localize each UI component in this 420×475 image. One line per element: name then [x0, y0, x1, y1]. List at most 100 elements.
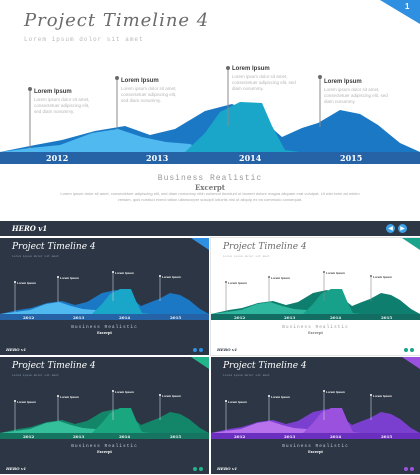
thumbnail-prev-icon [193, 467, 197, 471]
mountain-range-peak [303, 408, 361, 433]
mountain-range-front-left [211, 302, 313, 314]
annotation-heading: Lorem Ipsum [373, 394, 392, 398]
pin-dot-2 [115, 76, 119, 80]
thumbnail-section-title: Business Realistic [71, 444, 138, 449]
thumbnail-footer [211, 346, 420, 355]
annotation-heading: Lorem Ipsum [326, 271, 345, 275]
pin-dot-1 [14, 400, 16, 402]
year-label-2012: 2012 [23, 433, 35, 439]
thumbnail-section-subtitle: Excerpt [307, 450, 324, 454]
year-axis [0, 433, 209, 439]
thumbnail-title: Project Timeline 4 [223, 242, 307, 252]
slide-thumbnail-5[interactable]: Project Timeline 4 Lorem ipsum dolor sit … [211, 357, 420, 474]
annotation-heading: Lorem Ipsum [228, 400, 247, 404]
next-slide-button[interactable]: ▶ [398, 224, 407, 233]
corner-triangle [402, 238, 420, 250]
section-subtitle: Excerpt [194, 183, 226, 192]
thumbnail-artwork [211, 357, 420, 439]
annotation-body: Lorem ipsum dolor sit amet, consectetuer… [324, 87, 388, 104]
mountain-range-front-left [0, 421, 102, 433]
pin-dot-3 [323, 390, 325, 392]
slide-thumbnail-2[interactable]: Project Timeline 4 Lorem ipsum dolor sit … [0, 238, 209, 355]
annotation-1: Lorem Ipsum Lorem ipsum dolor sit amet, … [34, 89, 96, 115]
year-label-2013: 2013 [73, 314, 85, 320]
pin-dot-1 [225, 281, 227, 283]
annotation-heading: Lorem Ipsum [271, 395, 290, 399]
corner-triangle [402, 357, 420, 369]
pin-dot-4 [370, 275, 372, 277]
annotation-heading: Lorem Ipsum [162, 275, 181, 279]
pin-dot-3 [226, 66, 230, 70]
pin-dot-1 [14, 281, 16, 283]
annotation-body: Lorem ipsum dolor sit amet, consectetuer… [121, 86, 177, 103]
year-axis [0, 314, 209, 320]
annotation-heading: Lorem Ipsum [162, 394, 181, 398]
mountain-range-peak [92, 408, 150, 433]
mountain-range-peak [303, 289, 361, 314]
section-body: Lorem ipsum dolor sit amet, consectetuer… [60, 191, 360, 202]
pin-dot-1 [225, 400, 227, 402]
pin-dot-3 [323, 271, 325, 273]
thumbnail-title: Project Timeline 4 [223, 361, 307, 371]
thumbnail-logo: HERO v1 [6, 466, 27, 471]
thumbnail-subtitle: Lorem ipsum dolor sit amet [12, 374, 59, 377]
year-label-2012: 2012 [234, 433, 246, 439]
pin-dot-3 [112, 271, 114, 273]
annotation-heading: Lorem Ipsum [271, 276, 290, 280]
thumbnail-prev-icon [404, 348, 408, 352]
slide-thumbnail-4[interactable]: Project Timeline 4 Lorem ipsum dolor sit … [0, 357, 209, 474]
thumbnail-subtitle: Lorem ipsum dolor sit amet [223, 374, 270, 377]
corner-triangle [380, 0, 420, 24]
section-title: Business Realistic [157, 174, 263, 183]
annotation-4: Lorem Ipsum Lorem ipsum dolor sit amet, … [324, 79, 396, 105]
slide-title: Project Timeline 4 [24, 10, 210, 31]
mountain-range-front-left [0, 302, 102, 314]
thumbnail-subtitle: Lorem ipsum dolor sit amet [12, 255, 59, 258]
thumbnail-next-icon [199, 467, 203, 471]
year-label-2013: 2013 [73, 433, 85, 439]
year-label-2015: 2015 [170, 314, 182, 320]
annotation-heading: Lorem Ipsum [115, 390, 134, 394]
year-label-2013: 2013 [284, 314, 296, 320]
annotation-heading: Lorem Ipsum [121, 78, 159, 84]
annotation-body: Lorem ipsum dolor sit amet, consectetuer… [232, 74, 296, 91]
thumbnail-section-title: Business Realistic [71, 325, 138, 330]
pin-dot-2 [268, 395, 270, 397]
logo: HERO v1 [12, 224, 48, 233]
annotation-heading: Lorem Ipsum [17, 281, 36, 285]
thumbnail-title: Project Timeline 4 [12, 242, 96, 252]
year-axis [211, 433, 420, 439]
pin-dot-4 [159, 394, 161, 396]
year-label-2014: 2014 [119, 433, 131, 439]
thumbnail-section-subtitle: Excerpt [307, 331, 324, 335]
page-corner-badge [380, 0, 420, 24]
thumbnail-section-title: Business Realistic [282, 444, 349, 449]
annotation-heading: Lorem Ipsum [17, 400, 36, 404]
annotation-heading: Lorem Ipsum [115, 271, 134, 275]
year-label-2015: 2015 [381, 314, 393, 320]
thumbnail-section-subtitle: Excerpt [96, 450, 113, 454]
slide-subtitle: Lorem ipsum dolor sit amet [24, 36, 144, 43]
slide-thumbnail-3[interactable]: Project Timeline 4 Lorem ipsum dolor sit … [210, 237, 420, 356]
prev-slide-button[interactable]: ◀ [386, 224, 395, 233]
pin-dot-3 [112, 390, 114, 392]
annotation-3: Lorem Ipsum Lorem ipsum dolor sit amet, … [232, 66, 304, 92]
year-label-2012: 2012 [46, 153, 69, 163]
pin-dot-1 [28, 87, 32, 91]
year-label-2013: 2013 [284, 433, 296, 439]
thumbnail-next-icon [410, 348, 414, 352]
thumbnail-footer [211, 465, 420, 474]
thumbnail-footer [0, 346, 209, 355]
annotation-heading: Lorem Ipsum [60, 276, 79, 280]
pin-dot-2 [57, 276, 59, 278]
thumbnail-title: Project Timeline 4 [12, 361, 96, 371]
year-label-2014: 2014 [330, 433, 342, 439]
thumbnail-logo: HERO v1 [217, 466, 238, 471]
mountain-range-front-left [0, 129, 205, 152]
pin-dot-4 [159, 275, 161, 277]
thumbnail-next-icon [410, 467, 414, 471]
thumbnail-next-icon [199, 348, 203, 352]
year-axis [0, 152, 420, 164]
year-label-2015: 2015 [340, 153, 363, 163]
year-label-2015: 2015 [170, 433, 182, 439]
